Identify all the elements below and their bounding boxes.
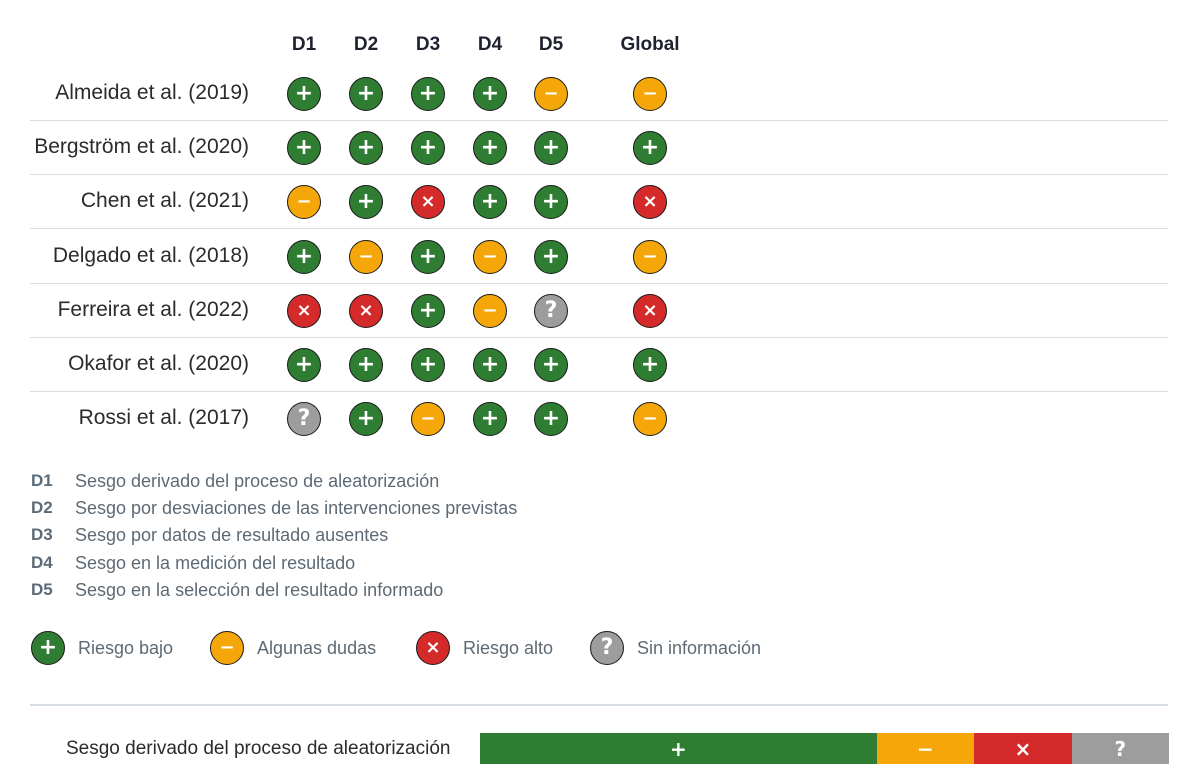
rating-low-icon: +	[534, 402, 568, 437]
rating-noinfo-icon: ?	[287, 402, 321, 437]
rating-low-icon: +	[473, 348, 507, 382]
study-label: Delgado et al. (2018)	[52, 243, 249, 267]
rating-high-icon: ×	[349, 293, 383, 328]
legend-noinfo-icon: ?	[590, 631, 624, 665]
row-separator	[30, 391, 1168, 392]
row-separator	[30, 228, 1168, 230]
summary-bar-segment-noinfo: ?	[1071, 733, 1169, 764]
definition-text: Sesgo derivado del proceso de aleatoriza…	[75, 471, 440, 491]
rating-low-icon: +	[534, 185, 568, 220]
rating-low-icon: +	[633, 131, 667, 166]
definition-code: D3	[31, 525, 53, 545]
legend-label: Sin información	[637, 638, 762, 658]
column-header-d2: D2	[353, 34, 379, 55]
column-header-d4: D4	[477, 34, 503, 55]
rating-low-icon: +	[411, 77, 445, 111]
rating-low-icon: +	[473, 77, 507, 111]
column-header-d3: D3	[415, 34, 441, 55]
study-label: Chen et al. (2021)	[80, 189, 249, 213]
rating-some-icon: −	[473, 293, 507, 328]
rating-high-icon: ×	[411, 185, 445, 220]
rating-high-icon: ×	[633, 185, 667, 220]
rating-high-icon: ×	[633, 293, 667, 328]
definition-text: Sesgo en la selección del resultado info…	[75, 579, 444, 600]
rating-low-icon: +	[411, 131, 445, 166]
rating-low-icon: +	[287, 239, 321, 274]
column-header-d5: D5	[538, 34, 564, 55]
legend-label: Riesgo bajo	[78, 638, 174, 658]
rating-some-icon: −	[411, 402, 445, 437]
rating-low-icon: +	[287, 348, 321, 382]
column-header-d1: D1	[291, 34, 317, 55]
rating-low-icon: +	[287, 77, 321, 111]
legend-some-icon: −	[210, 631, 244, 665]
rating-low-icon: +	[411, 239, 445, 274]
rating-noinfo-icon: ?	[534, 293, 568, 328]
study-label: Okafor et al. (2020)	[68, 352, 249, 375]
rating-low-icon: +	[633, 348, 667, 382]
rating-high-icon: ×	[287, 293, 321, 328]
rating-low-icon: +	[411, 348, 445, 382]
rating-low-icon: +	[349, 131, 383, 166]
summary-bar-segment-low: +	[480, 733, 877, 764]
column-header-global: Global	[620, 34, 680, 55]
rating-low-icon: +	[534, 131, 568, 166]
rating-low-icon: +	[534, 239, 568, 274]
rating-low-icon: +	[534, 348, 568, 382]
definition-text: Sesgo por desviaciones de las intervenci…	[75, 498, 518, 519]
rating-some-icon: −	[633, 77, 667, 111]
legend-label: Riesgo alto	[463, 638, 554, 658]
row-separator	[30, 282, 1168, 284]
row-separator	[30, 174, 1168, 176]
rating-low-icon: +	[473, 402, 507, 437]
summary-divider	[30, 704, 1168, 706]
legend-low-icon: +	[31, 631, 65, 665]
rating-low-icon: +	[411, 293, 445, 328]
rating-low-icon: +	[349, 348, 383, 382]
rating-some-icon: −	[473, 239, 507, 274]
row-separator	[30, 120, 1168, 121]
summary-label: Sesgo derivado del proceso de aleatoriza…	[66, 738, 451, 759]
definition-code: D1	[31, 471, 53, 490]
rating-low-icon: +	[287, 131, 321, 166]
definition-text: Sesgo en la medición del resultado	[75, 552, 356, 573]
rating-some-icon: −	[633, 239, 667, 274]
rating-low-icon: +	[349, 185, 383, 220]
definition-text: Sesgo por datos de resultado ausentes	[75, 525, 389, 546]
study-label: Bergström et al. (2020)	[34, 135, 249, 159]
rating-some-icon: −	[633, 402, 667, 437]
study-label: Rossi et al. (2017)	[78, 406, 249, 430]
rating-some-icon: −	[349, 239, 383, 274]
study-label: Ferreira et al. (2022)	[57, 297, 249, 321]
rating-low-icon: +	[473, 131, 507, 166]
rating-some-icon: −	[287, 185, 321, 220]
rating-low-icon: +	[473, 185, 507, 220]
legend-high-icon: ×	[416, 631, 450, 665]
study-label: Almeida et al. (2019)	[55, 81, 249, 104]
rating-low-icon: +	[349, 77, 383, 111]
row-separator	[30, 336, 1168, 338]
definition-code: D4	[31, 552, 53, 572]
rating-some-icon: −	[534, 77, 568, 111]
summary-bar-segment-high: ×	[974, 733, 1072, 764]
definition-code: D2	[31, 498, 53, 518]
summary-bar-segment-some: −	[876, 733, 975, 764]
legend-label: Algunas dudas	[257, 638, 377, 658]
definition-code: D5	[31, 579, 53, 599]
rating-low-icon: +	[349, 402, 383, 437]
